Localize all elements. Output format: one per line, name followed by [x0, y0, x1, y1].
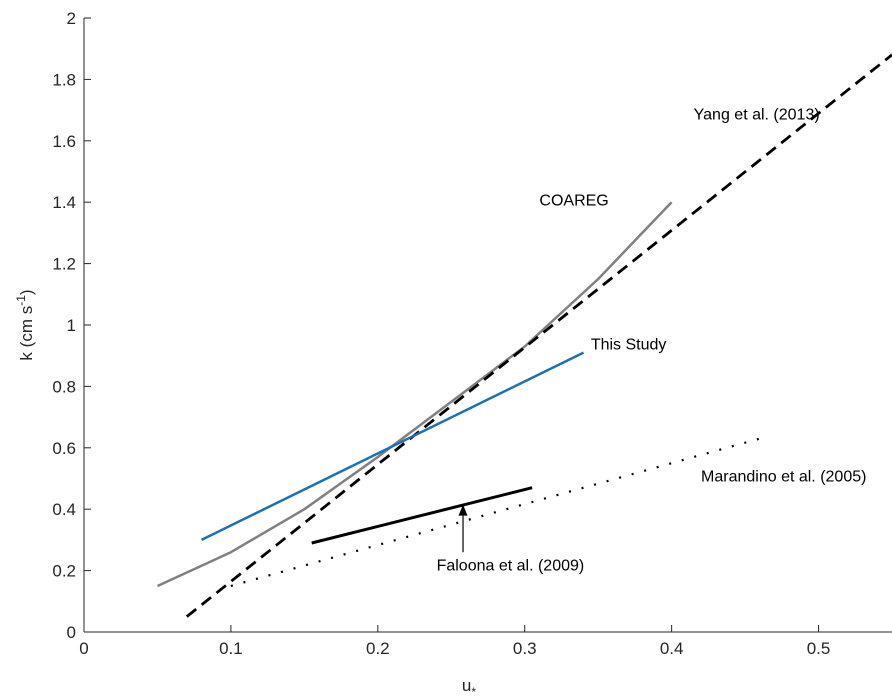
y-tick-label: 1.6	[52, 132, 76, 151]
x-tick-label: 0.4	[660, 639, 684, 658]
y-axis-label: k (cm s-1)	[14, 289, 36, 360]
y-tick-label: 0	[67, 623, 76, 642]
series-this-study	[200, 351, 585, 542]
x-axis-label: u*	[462, 676, 476, 696]
x-tick-label: 0.1	[219, 639, 243, 658]
y-tick-label: 0.4	[52, 500, 76, 519]
annotation-label: This Study	[591, 337, 667, 354]
x-tick-label: 0.3	[513, 639, 537, 658]
annotation-label: Faloona et al. (2009)	[437, 558, 585, 575]
y-tick-label: 0.8	[52, 377, 76, 396]
y-tick-label: 0.6	[52, 439, 76, 458]
x-tick-label: 0.5	[807, 639, 831, 658]
series-yang-et-al-2013	[185, 53, 892, 618]
y-tick-label: 1	[67, 316, 76, 335]
series-faloona-et-al-2009	[311, 486, 533, 545]
series-coareg	[156, 201, 673, 588]
annotation-arrow-head	[458, 504, 468, 516]
x-tick-label: 0	[79, 639, 88, 658]
annotation-label: COAREG	[539, 192, 608, 209]
annotation-label: Marandino et al. (2005)	[701, 469, 866, 486]
y-tick-label: 2	[67, 9, 76, 28]
y-tick-label: 0.2	[52, 562, 76, 581]
y-tick-label: 1.8	[52, 70, 76, 89]
y-tick-label: 1.2	[52, 255, 76, 274]
y-tick-label: 1.4	[52, 193, 76, 212]
series-marandino-et-al-2005	[230, 437, 761, 588]
x-tick-label: 0.2	[366, 639, 390, 658]
annotation-label: Yang et al. (2013)	[694, 106, 820, 123]
